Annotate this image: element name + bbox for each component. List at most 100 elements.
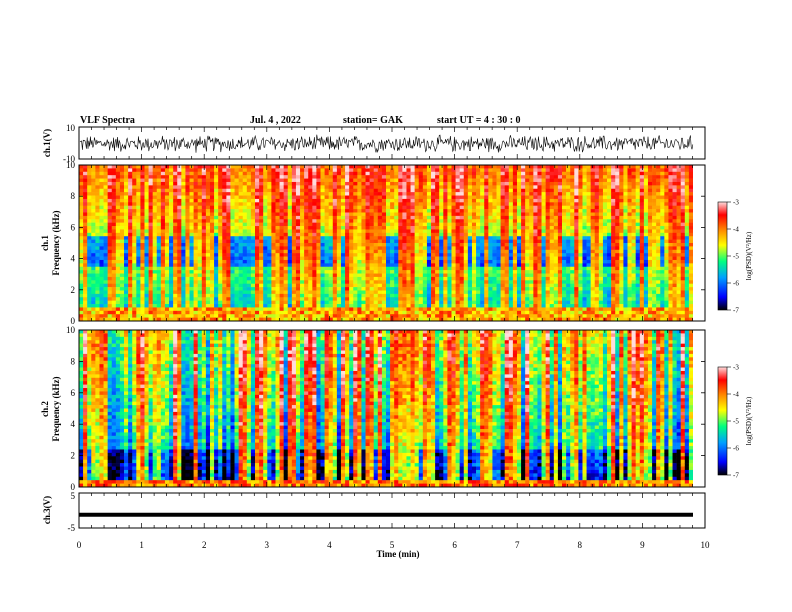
spectrogram-cell <box>406 263 411 268</box>
spectrogram-cell <box>222 266 227 271</box>
spectrogram-cell <box>99 273 104 278</box>
spectrogram-cell <box>169 297 174 301</box>
spectrogram-cell <box>418 209 424 213</box>
spectrogram-cell <box>492 283 497 288</box>
spectrogram-cell <box>132 276 137 281</box>
spectrogram-cell <box>353 297 358 301</box>
spectrogram-cell <box>148 232 153 237</box>
spectrogram-cell <box>381 209 387 213</box>
spectrogram-cell <box>394 283 399 288</box>
spectrogram-cell <box>451 198 456 203</box>
spectrogram-cell <box>91 307 96 312</box>
spectrogram-cell <box>255 253 260 257</box>
spectrogram-cell <box>508 185 514 190</box>
spectrogram-cell <box>373 185 379 190</box>
spectrogram-cell <box>471 300 477 305</box>
spectrogram-cell <box>111 192 117 196</box>
spectrogram-cell <box>136 283 141 288</box>
spectrogram-cell <box>148 249 153 254</box>
spectrogram-cell <box>83 229 88 234</box>
spectrogram-cell <box>99 280 104 284</box>
spectrogram-cell <box>492 307 497 312</box>
spectrogram-cell <box>508 192 514 196</box>
spectrogram-cell <box>132 259 137 264</box>
spectrogram-cell <box>83 226 88 230</box>
spectrogram-cell <box>226 236 231 240</box>
spectrogram-cell <box>267 304 272 308</box>
spectrogram-cell <box>431 222 436 227</box>
spectrogram-cell <box>345 283 350 288</box>
spectrogram-cell <box>431 171 436 176</box>
spectrogram-cell <box>521 168 526 173</box>
spectrogram-cell <box>496 246 501 251</box>
spectrogram-cell <box>340 205 346 210</box>
spectrogram-cell <box>99 287 104 291</box>
spectrogram-cell <box>79 198 84 203</box>
spectrogram-cell <box>447 256 452 261</box>
spectrogram-cell <box>140 222 145 227</box>
spectrogram-cell <box>402 243 407 247</box>
spectrogram-cell <box>189 304 194 308</box>
spectrogram-cell <box>484 212 489 217</box>
spectrogram-cell <box>463 317 469 322</box>
spectrogram-cell <box>369 178 375 183</box>
spectrogram-cell <box>132 181 137 186</box>
spectrogram-cell <box>365 195 370 200</box>
spectrogram-cell <box>226 273 231 278</box>
spectrogram-cell <box>295 185 301 190</box>
spectrogram-cell <box>156 185 162 190</box>
spectrogram-cell <box>488 232 493 237</box>
spectrogram-cell <box>500 178 505 183</box>
spectrogram-cell <box>173 307 178 312</box>
spectrogram-cell <box>492 178 497 183</box>
spectrogram-cell <box>316 232 321 237</box>
spectrogram-cell <box>492 175 497 179</box>
spectrogram-cell <box>439 188 444 193</box>
spectrogram-cell <box>103 304 108 308</box>
spectrogram-cell <box>132 283 137 288</box>
spectrogram-cell <box>369 293 375 298</box>
spectrogram-cell <box>201 276 207 281</box>
spectrogram-cell <box>152 307 158 312</box>
spectrogram-cell <box>246 287 252 291</box>
spectrogram-cell <box>435 215 440 220</box>
spectrogram-cell <box>418 283 424 288</box>
spectrogram-cell <box>226 280 231 284</box>
spectrogram-cell <box>201 290 207 295</box>
spectrogram-cell <box>373 266 379 271</box>
spectrogram-cell <box>476 165 481 169</box>
spectrogram-cell <box>173 171 178 176</box>
spectrogram-cell <box>197 273 203 278</box>
spectrogram-cell <box>422 273 428 278</box>
spectrogram-cell <box>201 307 207 312</box>
spectrogram-cell <box>177 256 182 261</box>
spectrogram-cell <box>99 283 104 288</box>
spectrogram-cell <box>234 246 239 251</box>
spectrogram-cell <box>263 253 268 257</box>
spectrogram-cell <box>169 314 174 318</box>
spectrogram-cell <box>185 198 190 203</box>
spectrogram-cell <box>312 249 317 254</box>
spectrogram-cell <box>328 236 334 240</box>
spectrogram-cell <box>492 239 497 244</box>
spectrogram-cell <box>193 307 198 312</box>
spectrogram-cell <box>345 280 350 284</box>
spectrogram-cell <box>87 290 92 295</box>
spectrogram-cell <box>246 205 252 210</box>
spectrogram-cell <box>242 192 248 196</box>
spectrogram-cell <box>512 188 518 193</box>
spectrogram-cell <box>287 202 293 206</box>
spectrogram-cell <box>283 259 289 264</box>
spectrogram-cell <box>349 310 354 315</box>
spectrogram-cell <box>91 178 96 183</box>
spectrogram-cell <box>480 175 485 179</box>
spectrogram-cell <box>214 290 219 295</box>
spectrogram-cell <box>193 209 198 213</box>
spectrogram-cell <box>467 195 473 200</box>
spectrogram-cell <box>83 243 88 247</box>
spectrogram-cell <box>107 266 113 271</box>
spectrogram-cell <box>156 253 162 257</box>
spectrogram-cell <box>164 317 170 322</box>
spectrogram-cell <box>218 273 223 278</box>
spectrogram-cell <box>373 270 379 274</box>
